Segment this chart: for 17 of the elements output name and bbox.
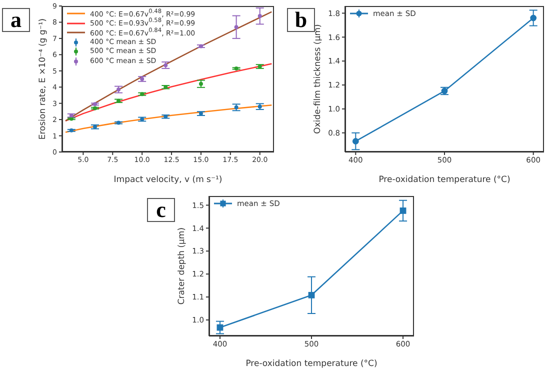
point — [308, 292, 315, 298]
y-axis-title: Crater depth (μm) — [177, 227, 188, 305]
point — [400, 207, 406, 214]
y-axis-title: Erosion rate, E ×10⁻⁴ (g g⁻¹) — [38, 18, 48, 140]
x-axis-title: Impact velocity, v (m s⁻¹) — [114, 175, 222, 185]
chart-title: c — [147, 197, 175, 222]
x-axis-title: Pre-oxidation temperature (°C) — [246, 359, 378, 369]
line-series — [64, 104, 272, 133]
y-axis-title: Oxide-film thickness (μm) — [313, 24, 324, 134]
chart-title: b — [287, 7, 315, 32]
point — [352, 138, 359, 144]
chart-title: a — [2, 7, 30, 32]
x-axis-title: Pre-oxidation temperature (°C) — [378, 175, 510, 185]
point — [258, 14, 262, 18]
point — [234, 25, 238, 30]
point — [530, 14, 537, 22]
line-series — [64, 63, 272, 122]
